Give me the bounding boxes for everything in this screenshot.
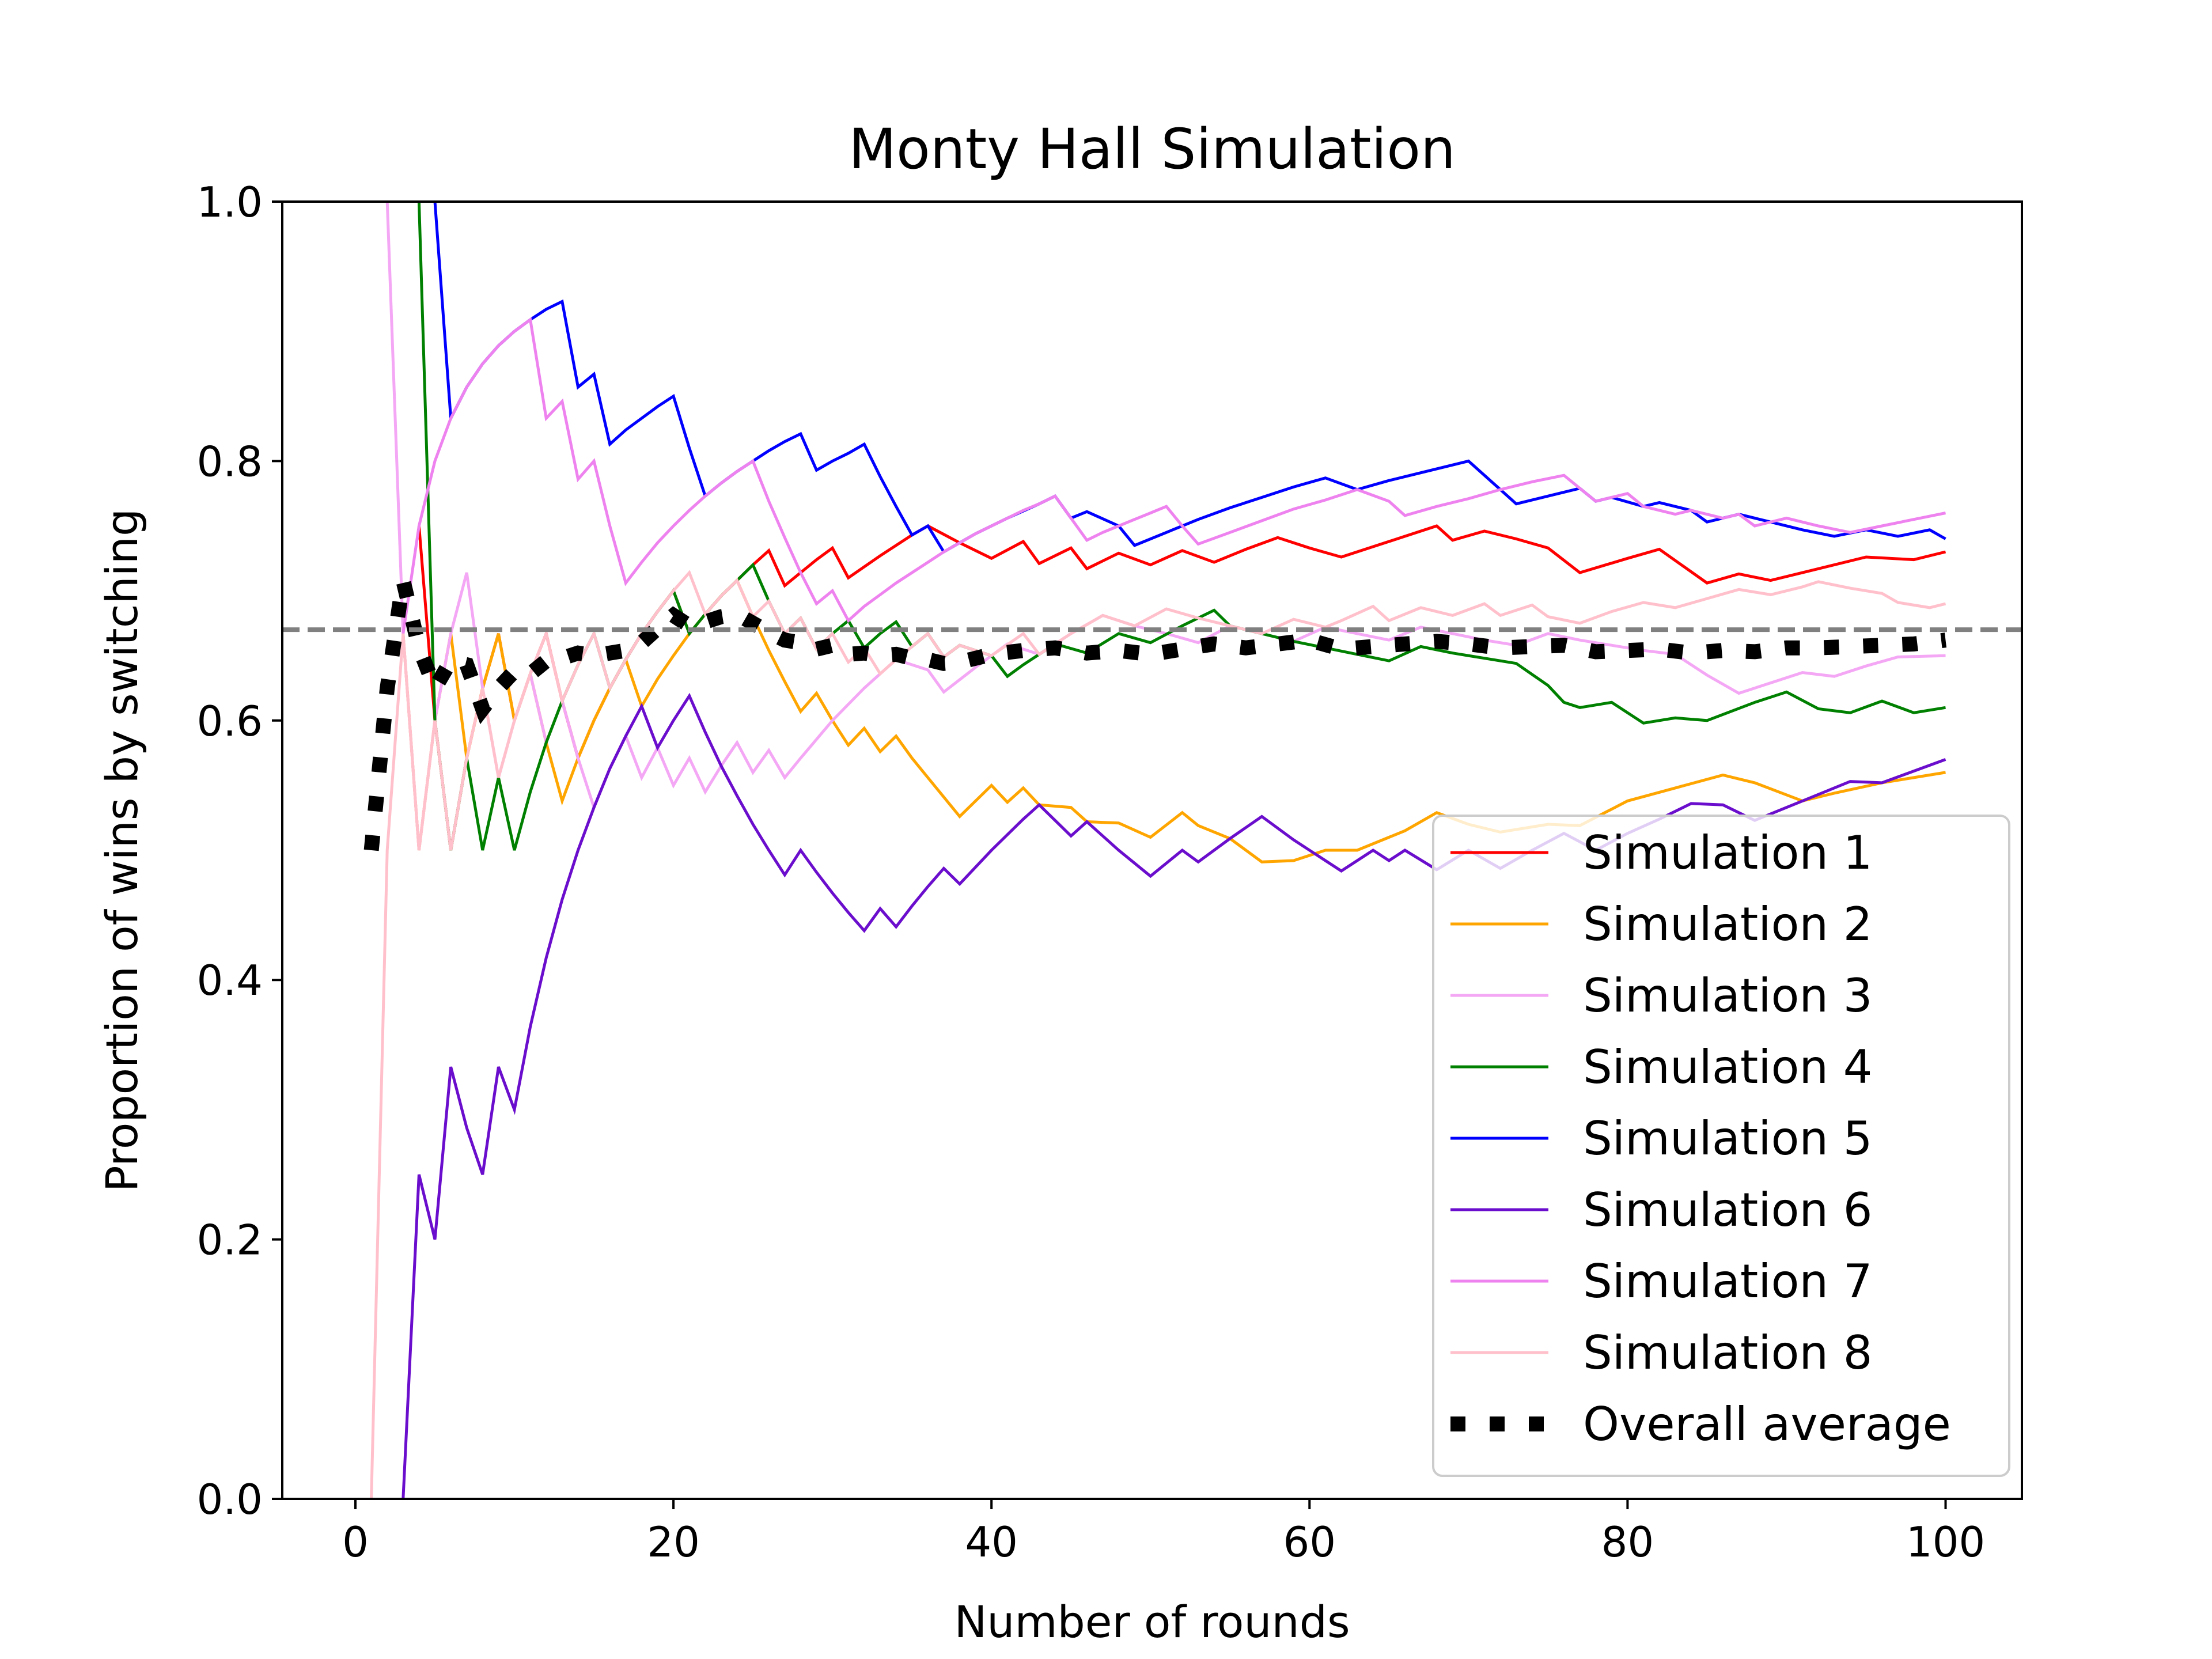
x-axis-label: Number of rounds	[954, 1596, 1350, 1647]
y-tick-label: 1.0	[196, 178, 263, 226]
x-tick-label: 100	[1906, 1518, 1985, 1566]
legend-label: Simulation 2	[1583, 897, 1872, 951]
chart-title: Monty Hall Simulation	[849, 117, 1456, 181]
x-axis: 0 20 40 60 80 100	[342, 1499, 1985, 1566]
legend-label: Overall average	[1583, 1397, 1951, 1451]
y-tick-label: 0.2	[196, 1216, 263, 1264]
legend-label: Simulation 4	[1583, 1040, 1872, 1094]
legend-entry-simulation-3: Simulation 3	[1450, 969, 1872, 1022]
legend-label: Simulation 1	[1583, 826, 1872, 880]
legend-entry-simulation-6: Simulation 6	[1450, 1183, 1872, 1237]
x-tick-label: 40	[965, 1518, 1018, 1566]
y-tick-label: 0.0	[196, 1475, 263, 1524]
legend-entry-simulation-8: Simulation 8	[1450, 1326, 1872, 1380]
series-line-simulation-7	[402, 317, 1946, 634]
legend-label: Simulation 5	[1583, 1112, 1872, 1165]
y-axis-label: Proportion of wins by switching	[96, 509, 147, 1192]
legend-label: Simulation 8	[1583, 1326, 1872, 1380]
legend-entry-overall-average: Overall average	[1450, 1397, 1951, 1451]
x-tick-label: 0	[342, 1518, 369, 1566]
legend-label: Simulation 3	[1583, 969, 1872, 1022]
x-tick-label: 80	[1601, 1518, 1654, 1566]
y-axis: 0.0 0.2 0.4 0.6 0.8 1.0	[196, 178, 282, 1524]
y-tick-label: 0.4	[196, 956, 263, 1005]
plot-frame	[281, 200, 2023, 1500]
legend-label: Simulation 6	[1583, 1183, 1872, 1237]
legend-entry-simulation-5: Simulation 5	[1450, 1112, 1872, 1165]
legend-entry-simulation-2: Simulation 2	[1450, 897, 1872, 951]
legend-entry-simulation-1: Simulation 1	[1450, 826, 1872, 880]
legend-entry-simulation-7: Simulation 7	[1450, 1255, 1872, 1308]
x-tick-label: 20	[647, 1518, 700, 1566]
y-tick-label: 0.6	[196, 697, 263, 745]
legend-entry-simulation-4: Simulation 4	[1450, 1040, 1872, 1094]
legend-label: Simulation 7	[1583, 1255, 1872, 1308]
legend: Simulation 1 Simulation 2 Simulation 3 Simu…	[1432, 815, 2010, 1477]
x-tick-label: 60	[1283, 1518, 1336, 1566]
y-tick-label: 0.8	[196, 437, 263, 486]
legend-box	[1432, 815, 2010, 1477]
